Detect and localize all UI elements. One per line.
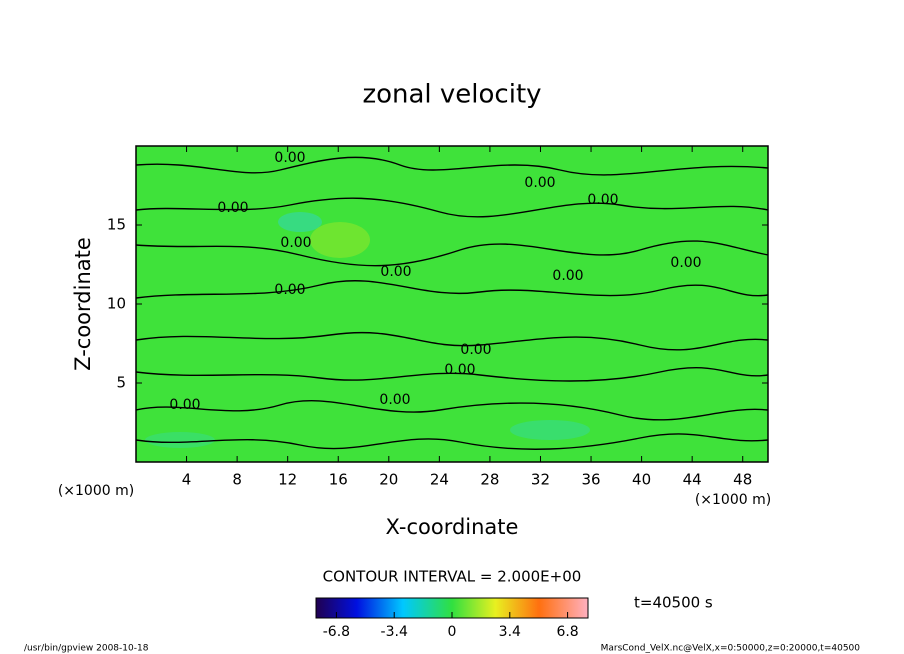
x-unit-left: (×1000 m)	[58, 483, 134, 499]
y-axis-label: Z-coordinate	[71, 237, 95, 371]
contour-interval: CONTOUR INTERVAL = 2.000E+00	[323, 568, 582, 586]
contour-label: 0.00	[587, 192, 618, 208]
contour-label: 0.00	[169, 397, 200, 413]
colorbar-tick-label: -6.8	[323, 624, 350, 640]
chart-title: zonal velocity	[362, 80, 541, 110]
contour-label: 0.00	[524, 175, 555, 191]
contour-label: 0.00	[444, 362, 475, 378]
x-tick-label: 44	[683, 471, 702, 489]
x-tick-label: 24	[430, 471, 449, 489]
colorbar-tick-label: -3.4	[381, 624, 408, 640]
colorbar-tick-label: 3.4	[499, 624, 521, 640]
footer-left: /usr/bin/gpview 2008-10-18	[24, 644, 149, 654]
x-axis-label: X-coordinate	[386, 515, 519, 539]
y-tick-label: 5	[116, 374, 126, 392]
time-label: t=40500 s	[634, 594, 713, 612]
x-tick-label: 36	[581, 471, 600, 489]
colorbar-tick-label: 6.8	[556, 624, 578, 640]
contour-label: 0.00	[670, 255, 701, 271]
contour-label: 0.00	[274, 150, 305, 166]
colorbar-tick-label: 0	[448, 624, 457, 640]
contour-label: 0.00	[217, 200, 248, 216]
x-tick-label: 32	[531, 471, 550, 489]
y-tick-label: 10	[107, 295, 126, 313]
x-unit-right: (×1000 m)	[695, 492, 771, 508]
contour-label: 0.00	[280, 235, 311, 251]
contour-label: 0.00	[274, 282, 305, 298]
x-tick-label: 4	[182, 471, 192, 489]
contour-label: 0.00	[380, 264, 411, 280]
x-tick-label: 12	[278, 471, 297, 489]
contour-label: 0.00	[460, 342, 491, 358]
x-tick-label: 16	[329, 471, 348, 489]
footer-right: MarsCond_VelX.nc@VelX,x=0:50000,z=0:2000…	[601, 644, 861, 654]
x-tick-label: 8	[232, 471, 242, 489]
y-tick-label: 15	[107, 216, 126, 234]
x-tick-label: 40	[632, 471, 651, 489]
x-tick-label: 28	[480, 471, 499, 489]
x-tick-label: 20	[379, 471, 398, 489]
field	[136, 146, 768, 462]
contour-label: 0.00	[552, 268, 583, 284]
x-tick-label: 48	[733, 471, 752, 489]
contour-label: 0.00	[379, 392, 410, 408]
